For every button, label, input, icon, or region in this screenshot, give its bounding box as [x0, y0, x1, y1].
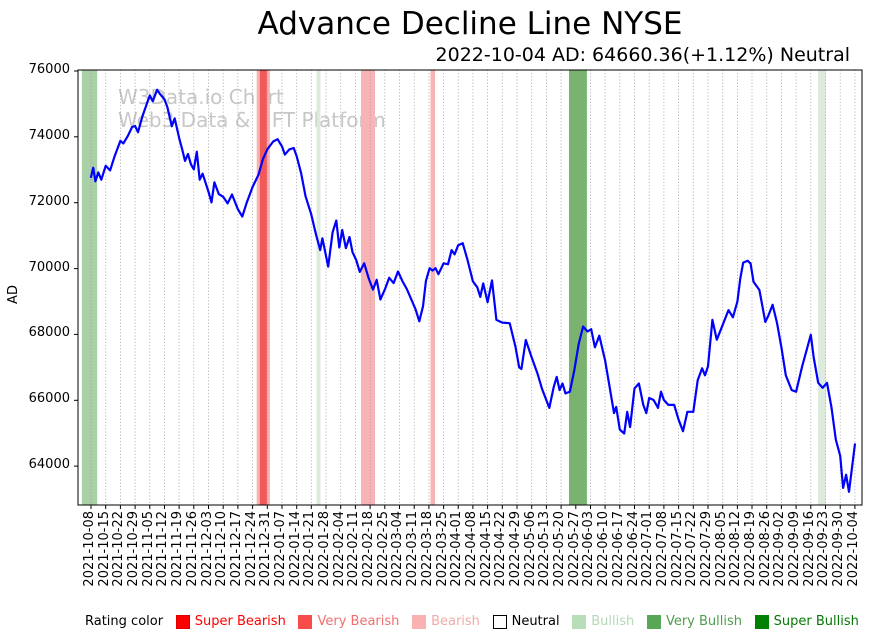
legend-label: Neutral [511, 614, 560, 629]
legend-item-very-bullish: Very Bullish [646, 614, 742, 629]
ad-line-series [89, 88, 857, 493]
legend-swatch-icon [754, 614, 769, 629]
legend-swatch-icon [412, 614, 427, 629]
x-tick-label: 2022-04-22 [493, 511, 509, 587]
x-tick-label: 2022-08-12 [728, 511, 744, 587]
x-tick-label: 2021-10-15 [96, 511, 112, 587]
x-tick-label: 2021-11-05 [140, 511, 156, 587]
x-tick-label: 2022-09-02 [772, 511, 788, 587]
legend-label: Super Bearish [194, 614, 286, 629]
plot-area [74, 69, 863, 509]
x-tick-label: 2022-09-30 [831, 511, 847, 587]
legend-item-super-bullish: Super Bullish [754, 614, 859, 629]
x-tick-label: 2021-12-31 [258, 511, 274, 587]
x-tick-label: 2022-07-29 [698, 511, 714, 587]
chart-title: Advance Decline Line NYSE [257, 6, 683, 42]
x-tick-label: 2022-09-16 [801, 511, 817, 587]
x-tick-label: 2022-07-15 [669, 511, 685, 587]
x-tick-label: 2022-07-08 [654, 511, 670, 587]
x-tick-label: 2022-03-11 [405, 511, 421, 587]
x-tick-label: 2022-10-04 [845, 511, 861, 587]
x-tick-label: 2022-01-07 [272, 511, 288, 587]
x-tick-label: 2022-04-01 [449, 511, 465, 587]
legend-swatch-icon [298, 614, 313, 629]
legend-item-super-bearish: Super Bearish [175, 614, 286, 629]
x-tick-label: 2021-11-19 [170, 511, 186, 587]
rating-legend: Rating color Super Bearish Very Bearish Be… [85, 614, 859, 629]
plot-border [77, 69, 863, 506]
x-tick-label: 2022-09-09 [787, 511, 803, 587]
x-tick-label: 2022-05-13 [537, 511, 553, 587]
y-tick-label: 64000 [28, 457, 70, 473]
x-tick-label: 2022-07-22 [684, 511, 700, 587]
x-tick-label: 2021-12-10 [214, 511, 230, 587]
x-tick-label: 2021-11-26 [184, 511, 200, 587]
y-axis-title: AD [5, 285, 21, 304]
x-tick-label: 2022-01-14 [287, 511, 303, 587]
rating-band-bearish [430, 70, 436, 505]
rating-band-bearish [361, 70, 375, 505]
x-tick-label: 2022-05-27 [566, 511, 582, 587]
rating-band-bullish [316, 70, 321, 505]
x-tick-label: 2021-12-03 [199, 511, 215, 587]
x-tick-label: 2022-08-26 [757, 511, 773, 587]
rating-band-very-bullish [569, 70, 587, 505]
legend-label: Super Bullish [773, 614, 859, 629]
x-tick-label: 2022-02-11 [346, 511, 362, 587]
x-tick-label: 2022-03-25 [434, 511, 450, 587]
x-tick-label: 2022-09-23 [816, 511, 832, 587]
legend-swatch-icon [646, 614, 661, 629]
legend-swatch-icon [572, 614, 587, 629]
x-tick-label: 2022-06-10 [596, 511, 612, 587]
legend-swatch-icon [175, 614, 190, 629]
x-tick-label: 2022-03-18 [419, 511, 435, 587]
y-tick-label: 74000 [28, 127, 70, 143]
x-tick-label: 2022-08-05 [713, 511, 729, 587]
rating-band-bullish [818, 70, 826, 505]
x-tick-label: 2021-10-29 [126, 511, 142, 587]
legend-item-bullish: Bullish [572, 614, 634, 629]
x-tick-label: 2022-02-04 [331, 511, 347, 587]
x-tick-label: 2021-10-08 [82, 511, 97, 587]
x-tick-label: 2022-05-06 [522, 511, 538, 587]
x-tick-label: 2022-08-19 [743, 511, 759, 587]
chart-subtitle: 2022-10-04 AD: 64660.36(+1.12%) Neutral [435, 44, 850, 66]
x-tick-label: 2022-05-20 [552, 511, 568, 587]
legend-label: Very Bullish [665, 614, 742, 629]
x-tick-label: 2022-07-01 [640, 511, 656, 587]
y-tick-label: 70000 [28, 259, 70, 275]
x-tick-label: 2022-04-29 [508, 511, 523, 587]
x-tick-label: 2022-04-08 [463, 511, 479, 587]
x-tick-label: 2022-06-17 [610, 511, 626, 587]
x-tick-label: 2022-06-24 [625, 511, 641, 587]
legend-label: Bearish [431, 614, 480, 629]
y-tick-label: 72000 [28, 193, 70, 209]
legend-label: Very Bearish [317, 614, 400, 629]
x-tick-label: 2022-02-25 [375, 511, 391, 587]
legend-swatch-icon [492, 614, 507, 629]
x-tick-label: 2022-04-15 [478, 511, 494, 587]
legend-item-very-bearish: Very Bearish [298, 614, 399, 629]
rating-band-bullish [81, 70, 98, 505]
x-tick-label: 2022-03-04 [390, 511, 406, 587]
x-tick-label: 2021-12-17 [228, 511, 244, 587]
x-tick-label: 2022-02-18 [361, 511, 377, 587]
x-tick-label: 2021-11-12 [155, 511, 171, 587]
legend-title: Rating color [85, 614, 164, 629]
y-tick-label: 76000 [28, 61, 70, 77]
x-tick-label: 2022-01-28 [317, 511, 333, 587]
rating-band-very-bearish [259, 70, 267, 505]
x-tick-label: 2021-10-22 [111, 511, 127, 587]
x-tick-label: 2022-01-21 [302, 511, 318, 587]
x-tick-label: 2021-12-24 [243, 511, 259, 587]
y-tick-label: 66000 [28, 391, 70, 407]
x-tick-label: 2022-06-03 [581, 511, 597, 587]
legend-item-bearish: Bearish [412, 614, 480, 629]
y-tick-label: 68000 [28, 325, 70, 341]
legend-item-neutral: Neutral [492, 614, 560, 629]
legend-label: Bullish [591, 614, 635, 629]
